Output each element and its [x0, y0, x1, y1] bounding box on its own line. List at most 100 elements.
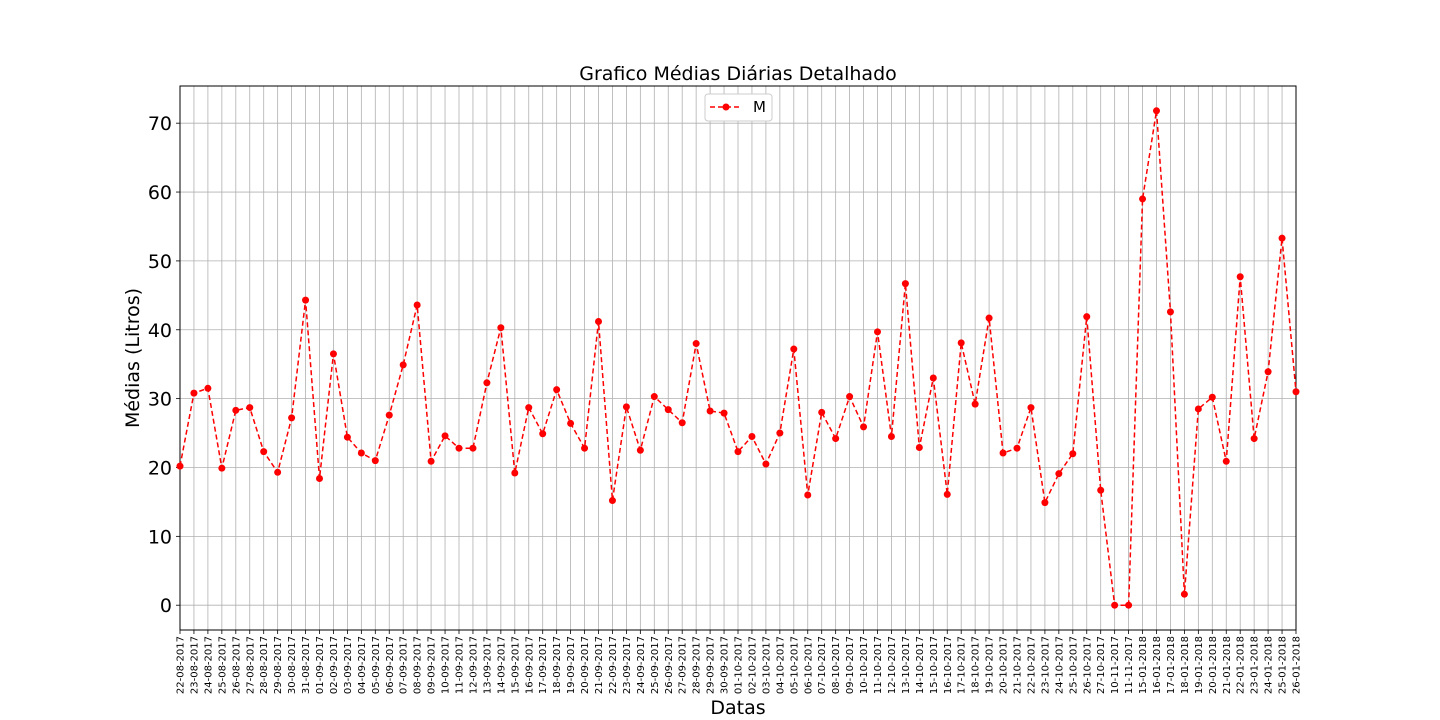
data-point [497, 324, 505, 332]
x-tick-label: 24-10-2017 [1054, 636, 1065, 694]
x-tick-label: 19-01-2018 [1194, 636, 1205, 694]
data-point [455, 444, 463, 452]
x-tick-label: 19-10-2017 [985, 636, 996, 694]
x-tick-label: 23-10-2017 [1040, 636, 1051, 694]
x-tick-label: 26-08-2017 [231, 636, 242, 694]
data-point [692, 340, 700, 348]
x-tick-label: 24-08-2017 [203, 636, 214, 694]
data-point [260, 448, 268, 456]
x-tick-label: 10-09-2017 [441, 636, 452, 694]
x-tick-label: 04-10-2017 [775, 636, 786, 694]
x-tick-label: 03-10-2017 [761, 636, 772, 694]
y-tick-label: 10 [148, 526, 172, 548]
data-point [1139, 195, 1147, 203]
data-point [288, 414, 296, 422]
data-point [636, 446, 644, 454]
x-tick-label: 25-10-2017 [1068, 636, 1079, 694]
data-point [608, 497, 616, 505]
x-tick-label: 27-10-2017 [1096, 636, 1107, 694]
data-point [413, 301, 421, 309]
data-point [357, 449, 365, 457]
x-tick-label: 28-09-2017 [692, 636, 703, 694]
data-point [1166, 308, 1174, 316]
data-point [706, 407, 714, 415]
x-tick-label: 30-08-2017 [287, 636, 298, 694]
data-point [915, 444, 923, 452]
y-tick-label: 40 [148, 320, 172, 342]
x-tick-label: 08-09-2017 [413, 636, 424, 694]
data-point [302, 296, 310, 304]
data-point [1180, 590, 1188, 598]
x-tick-label: 01-09-2017 [315, 636, 326, 694]
x-tick-label: 06-10-2017 [803, 636, 814, 694]
legend-label: M [753, 98, 766, 116]
data-point [343, 433, 351, 441]
x-tick-label: 15-01-2018 [1138, 636, 1149, 694]
series-m [176, 107, 1300, 609]
data-point [846, 393, 854, 401]
x-tick-label: 23-01-2018 [1250, 636, 1261, 694]
x-tick-label: 17-01-2018 [1166, 636, 1177, 694]
x-tick-label: 05-09-2017 [371, 636, 382, 694]
data-point [329, 350, 337, 358]
x-tick-label: 04-09-2017 [357, 636, 368, 694]
x-tick-label: 22-09-2017 [608, 636, 619, 694]
data-point [1097, 486, 1105, 494]
data-point [929, 374, 937, 382]
x-tick-label: 21-01-2018 [1222, 636, 1233, 694]
y-tick-label: 30 [148, 389, 172, 411]
x-tick-label: 14-09-2017 [496, 636, 507, 694]
data-point [1153, 107, 1160, 115]
data-point [985, 314, 993, 322]
x-tick-label: 16-09-2017 [524, 636, 535, 694]
data-point [246, 404, 254, 412]
x-tick-label: 23-09-2017 [622, 636, 633, 694]
x-tick-label: 26-10-2017 [1082, 636, 1093, 694]
data-point [734, 448, 742, 456]
x-tick-label: 21-10-2017 [1013, 636, 1024, 694]
data-point [776, 429, 784, 437]
x-tick-label: 03-09-2017 [343, 636, 354, 694]
x-tick-label: 13-09-2017 [482, 636, 493, 694]
data-point [553, 386, 561, 394]
y-tick-label: 20 [148, 457, 172, 479]
data-point [595, 318, 602, 326]
grid [179, 86, 1297, 630]
x-tick-label: 22-08-2017 [176, 636, 187, 694]
x-tick-label: 02-09-2017 [329, 636, 340, 694]
data-point [1250, 435, 1258, 443]
x-axis-label: Datas [710, 697, 765, 719]
data-point [901, 280, 909, 288]
data-point [790, 345, 798, 353]
data-point [720, 409, 728, 417]
x-tick-label: 23-08-2017 [189, 636, 200, 694]
data-point [1264, 368, 1272, 376]
y-axis: 0 10 20 30 40 50 60 70 [148, 113, 180, 617]
data-point [1292, 388, 1300, 396]
data-point [1111, 601, 1119, 609]
x-tick-label: 16-01-2018 [1152, 636, 1163, 694]
data-point [483, 379, 491, 387]
data-point [1055, 470, 1063, 478]
x-tick-label: 19-09-2017 [566, 636, 577, 694]
data-point [1041, 499, 1049, 507]
x-tick-label: 27-09-2017 [678, 636, 689, 694]
data-point [1125, 601, 1133, 609]
data-point [1278, 234, 1286, 242]
data-point [176, 462, 184, 470]
y-axis-label: Médias (Litros) [122, 288, 144, 428]
data-point [762, 460, 770, 468]
x-tick-label: 20-10-2017 [999, 636, 1010, 694]
x-tick-label: 29-08-2017 [273, 636, 284, 694]
x-tick-label: 18-01-2018 [1180, 636, 1191, 694]
data-point [957, 339, 965, 347]
x-tick-label: 22-10-2017 [1026, 636, 1037, 694]
data-point [860, 423, 868, 431]
y-tick-label: 70 [148, 113, 172, 135]
x-tick-label: 22-01-2018 [1236, 636, 1247, 694]
x-tick-label: 27-08-2017 [245, 636, 256, 694]
data-point [469, 444, 477, 452]
x-tick-label: 18-10-2017 [971, 636, 982, 694]
x-tick-label: 10-11-2017 [1110, 636, 1121, 694]
x-tick-label: 24-01-2018 [1264, 636, 1275, 694]
